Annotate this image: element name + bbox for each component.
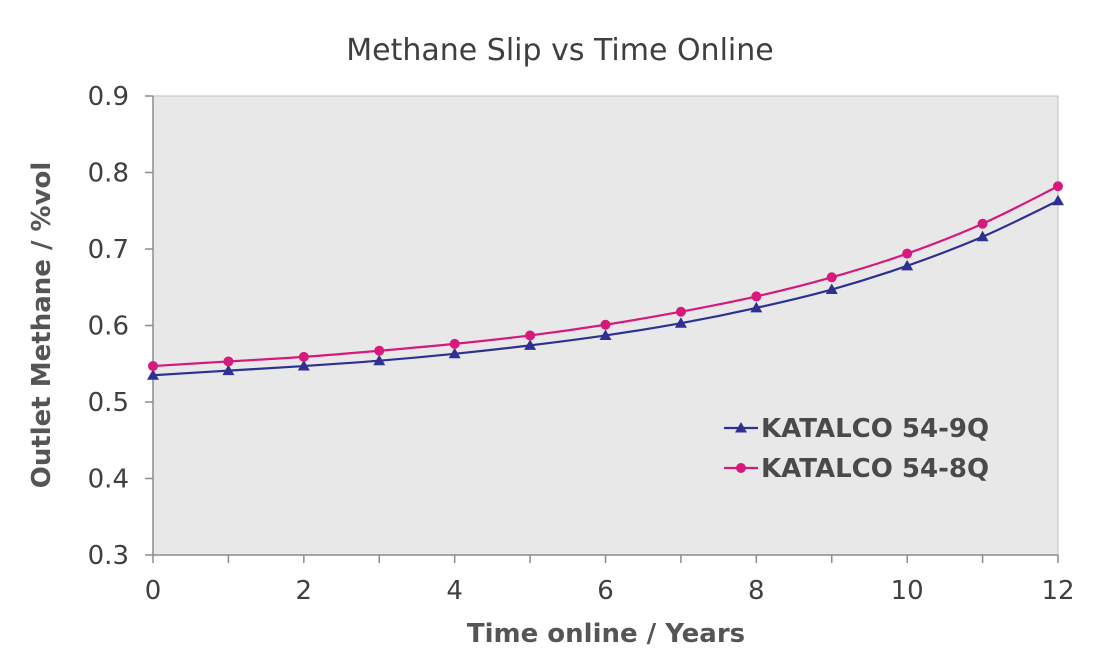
data-point <box>750 301 763 313</box>
x-tick-label: 10 <box>891 576 924 606</box>
x-tick-label: 0 <box>145 576 162 606</box>
data-point <box>674 317 687 328</box>
data-point <box>977 218 988 229</box>
chart-title: Methane Slip vs Time Online <box>346 33 773 68</box>
y-tick-label: 0.3 <box>88 541 129 571</box>
data-point <box>675 306 686 317</box>
data-point <box>599 329 612 340</box>
x-axis: 0 2 4 6 8 10 12 <box>145 554 1075 606</box>
x-tick-label: 2 <box>296 576 313 606</box>
x-tick-label: 12 <box>1041 576 1074 606</box>
y-tick-label: 0.7 <box>88 235 129 265</box>
y-axis: 0.3 0.4 0.5 0.6 0.7 0.8 0.9 <box>88 82 154 571</box>
y-tick-label: 0.4 <box>88 465 129 495</box>
data-point <box>147 369 159 380</box>
data-point <box>901 259 914 271</box>
y-tick-label: 0.9 <box>88 82 129 112</box>
data-point <box>374 345 385 356</box>
y-tick-label: 0.6 <box>88 312 129 342</box>
data-point <box>373 354 386 366</box>
legend-item: KATALCO 54-9Q <box>724 414 989 444</box>
data-point <box>297 360 310 371</box>
data-point <box>298 351 309 362</box>
data-point <box>448 347 461 359</box>
x-tick-label: 4 <box>446 576 463 606</box>
legend-item: KATALCO 54-8Q <box>724 454 989 484</box>
series-layer <box>147 181 1064 380</box>
data-point <box>902 248 913 259</box>
series-katalco-54-9q <box>147 194 1064 380</box>
y-tick-label: 0.8 <box>88 159 129 189</box>
legend-swatch-marker <box>735 422 747 433</box>
x-tick-label: 6 <box>597 576 614 606</box>
legend: KATALCO 54-9Q KATALCO 54-8Q <box>724 414 989 484</box>
data-point <box>976 230 989 242</box>
data-point <box>223 356 234 367</box>
legend-label: KATALCO 54-8Q <box>761 454 989 484</box>
data-point <box>751 291 762 302</box>
data-point <box>524 339 537 350</box>
y-axis-label: Outlet Methane / %vol <box>27 162 57 489</box>
data-point <box>600 319 611 330</box>
data-point <box>148 361 158 372</box>
legend-label: KATALCO 54-9Q <box>761 414 989 444</box>
x-axis-label: Time online / Years <box>467 619 745 649</box>
data-point <box>222 364 235 376</box>
data-point <box>1052 194 1064 206</box>
x-tick-label: 8 <box>748 576 765 606</box>
data-point <box>525 330 536 341</box>
y-tick-label: 0.5 <box>88 388 129 418</box>
data-point <box>825 283 838 295</box>
data-point <box>826 272 837 283</box>
series-katalco-54-8q <box>148 181 1063 372</box>
data-point <box>449 338 460 349</box>
legend-swatch-marker <box>736 463 746 473</box>
data-point <box>1053 181 1063 192</box>
